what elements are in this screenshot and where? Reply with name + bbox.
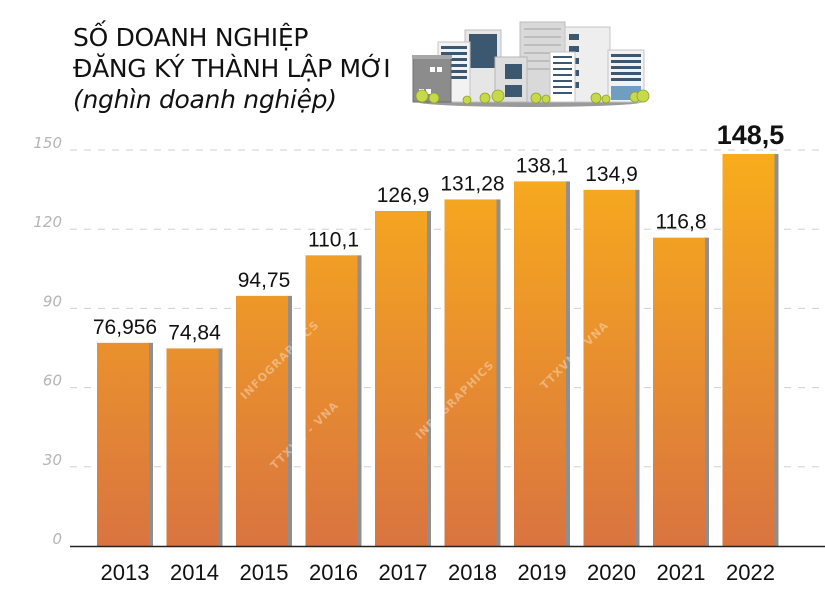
bar-2019	[514, 181, 566, 546]
bar-shadow	[773, 153, 779, 546]
bar-shadow	[148, 342, 153, 546]
y-axis-ticks: 0 30 60 90 120 150	[33, 134, 62, 548]
y-tick-label: 120	[33, 213, 62, 231]
x-tick-label: 2019	[518, 560, 567, 585]
bar-shadow	[495, 199, 501, 546]
bar-shadow	[356, 255, 362, 546]
y-tick-label: 30	[43, 451, 62, 469]
value-label: 126,9	[377, 184, 430, 207]
bar-2015	[236, 295, 288, 546]
y-tick-label: 150	[33, 134, 62, 152]
x-tick-label: 2022	[726, 560, 775, 585]
bar-shadow	[287, 295, 292, 546]
value-label: 134,9	[585, 163, 638, 186]
value-label: 94,75	[238, 269, 291, 292]
value-label: 116,8	[656, 211, 707, 234]
bar-shadow	[217, 348, 223, 546]
bar-2018	[444, 199, 497, 546]
title-line-2: ĐĂNG KÝ THÀNH LẬP MỚI	[73, 54, 391, 83]
bar-2021	[653, 237, 705, 546]
y-tick-label: 90	[43, 292, 62, 310]
bar-2020	[583, 189, 636, 546]
x-tick-label: 2015	[240, 560, 289, 585]
value-label: 76,956	[93, 316, 157, 339]
value-label: 74,84	[168, 321, 221, 344]
x-tick-label: 2018	[448, 560, 497, 585]
city-buildings-icon	[412, 21, 650, 107]
x-tick-label: 2014	[170, 560, 219, 585]
bar-2014	[166, 348, 219, 546]
x-axis-ticks: 2013 2014 2015 2016 2017 2018 2019 2020 2021 2022	[101, 560, 775, 585]
x-tick-label: 2020	[587, 560, 636, 585]
bar-2022	[722, 153, 775, 546]
y-tick-label: 60	[43, 372, 62, 390]
y-tick-label: 0	[52, 530, 62, 548]
bar-2013	[97, 342, 149, 546]
bar-shadow	[704, 237, 709, 546]
bar-2016	[305, 255, 358, 546]
value-label: 110,1	[308, 228, 359, 251]
bars	[97, 153, 779, 546]
x-tick-label: 2021	[657, 560, 706, 585]
value-label: 138,1	[516, 154, 569, 177]
value-label: 131,28	[440, 172, 504, 195]
x-tick-label: 2016	[309, 560, 358, 585]
title-line-1: SỐ DOANH NGHIỆP	[73, 23, 309, 52]
bar-2017	[375, 210, 427, 546]
x-tick-label: 2017	[379, 560, 428, 585]
value-labels: 76,956 74,84 94,75 110,1 126,9 131,28 138,1 134…	[93, 120, 784, 344]
chart-subtitle: (nghìn doanh nghiệp)	[73, 85, 337, 114]
bar-shadow	[634, 189, 640, 546]
x-tick-label: 2013	[101, 560, 150, 585]
bar-shadow	[426, 210, 431, 546]
value-label: 148,5	[717, 120, 785, 150]
chart-title: SỐ DOANH NGHIỆP ĐĂNG KÝ THÀNH LẬP MỚI (n…	[73, 22, 391, 115]
bar-shadow	[565, 181, 570, 546]
